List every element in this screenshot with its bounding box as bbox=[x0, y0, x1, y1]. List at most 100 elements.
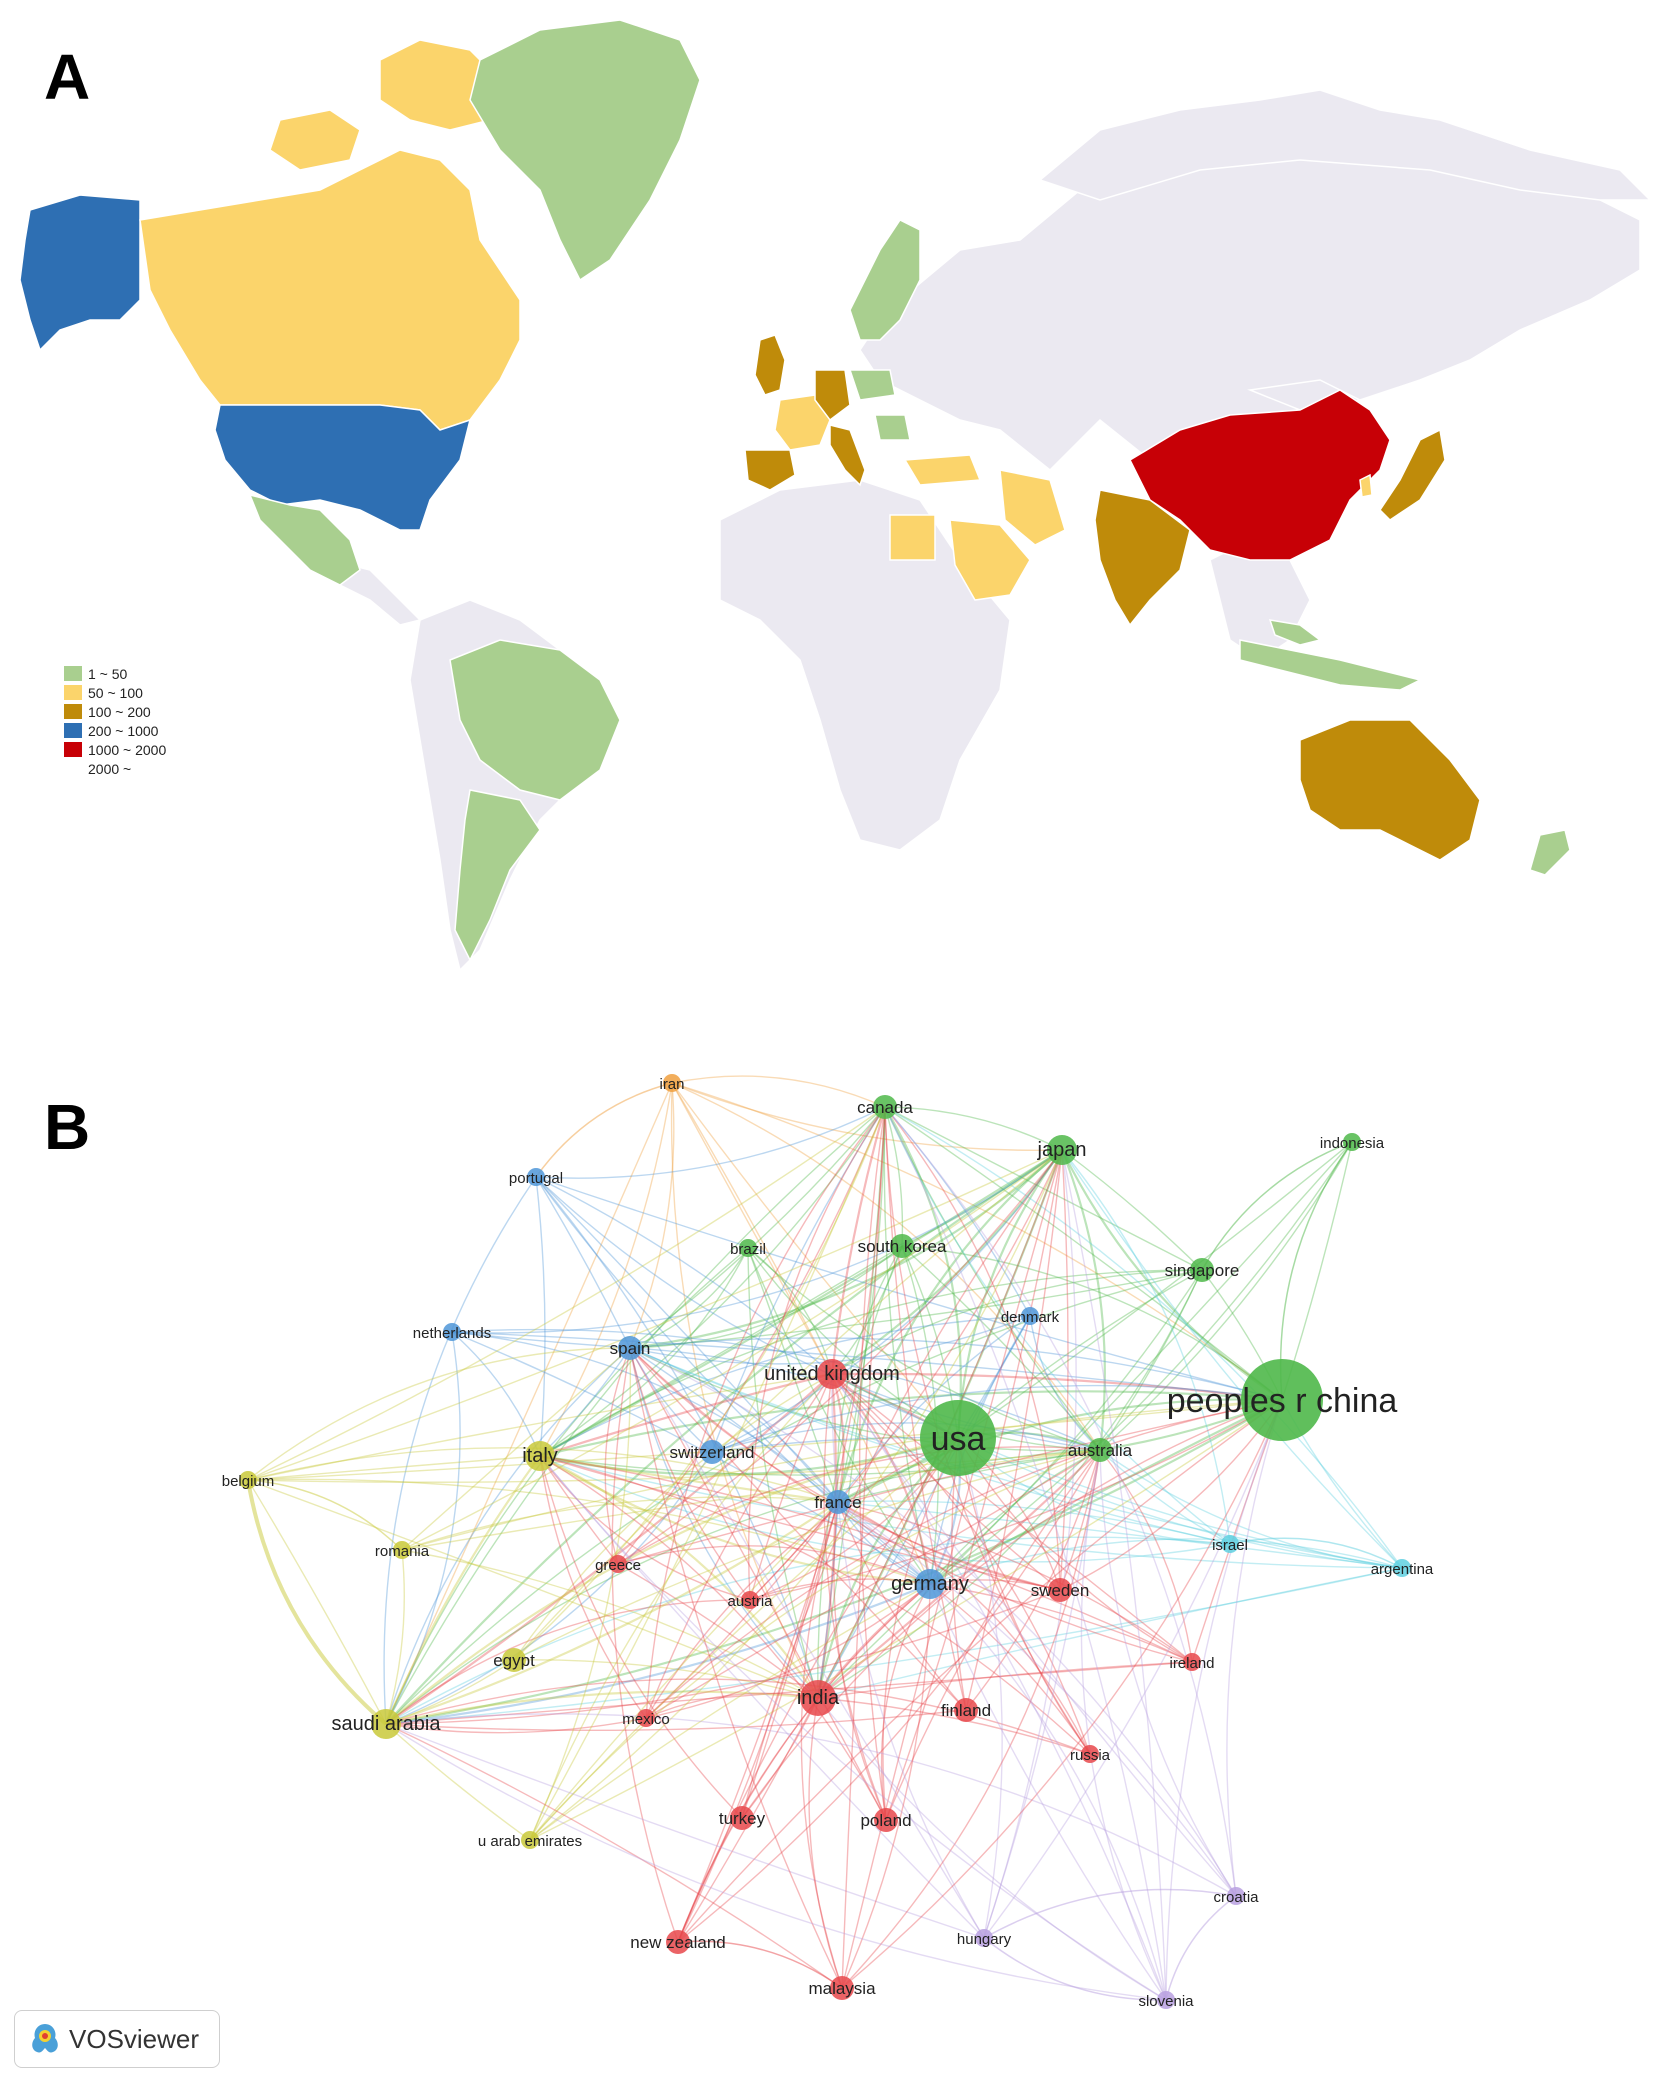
network-edge bbox=[513, 1449, 1101, 1661]
network-edge bbox=[246, 1479, 388, 1726]
network-edge bbox=[670, 1082, 819, 1699]
network-node-usa[interactable] bbox=[920, 1400, 996, 1476]
network-edge bbox=[629, 1347, 967, 1711]
network-node-argentina[interactable] bbox=[1393, 1559, 1411, 1577]
country-mexico bbox=[248, 493, 361, 586]
network-node-malaysia[interactable] bbox=[830, 1976, 854, 2000]
network-edge bbox=[539, 1245, 903, 1457]
network-node-slovenia[interactable] bbox=[1157, 1991, 1175, 2009]
network-edge bbox=[671, 1082, 931, 1585]
network-edge bbox=[1201, 1141, 1353, 1271]
map-legend: 1 ~ 50 50 ~ 100 100 ~ 200 200 ~ 1000 1000 ~ … bbox=[64, 664, 166, 778]
network-node-italy[interactable] bbox=[525, 1441, 555, 1471]
network-edge bbox=[629, 1347, 751, 1601]
network-node-belgium[interactable] bbox=[239, 1471, 257, 1489]
network-node-label: belgium bbox=[222, 1473, 275, 1490]
network-edge bbox=[671, 1082, 959, 1439]
network-edge bbox=[901, 1245, 1283, 1401]
network-edge bbox=[817, 1661, 1193, 1699]
network-node-label: hungary bbox=[957, 1931, 1012, 1948]
network-node-united-kingdom[interactable] bbox=[817, 1359, 847, 1389]
network-node-netherlands[interactable] bbox=[443, 1323, 461, 1341]
network-node-canada[interactable] bbox=[873, 1095, 897, 1119]
legend-row: 200 ~ 1000 bbox=[64, 721, 166, 740]
network-edge bbox=[884, 1106, 1203, 1271]
network-node-saudi-arabia[interactable] bbox=[371, 1709, 401, 1739]
network-node-israel[interactable] bbox=[1221, 1535, 1239, 1553]
network-node-label: croatia bbox=[1213, 1889, 1259, 1906]
legend-row: 1 ~ 50 bbox=[64, 664, 166, 683]
network-node-ireland[interactable] bbox=[1183, 1653, 1201, 1671]
network-edge bbox=[884, 1106, 1167, 2001]
network-node-croatia[interactable] bbox=[1227, 1887, 1245, 1905]
network-edge bbox=[1099, 1449, 1193, 1663]
network-edge bbox=[539, 1372, 833, 1458]
network-node-spain[interactable] bbox=[618, 1336, 642, 1360]
legend-label: 1000 ~ 2000 bbox=[88, 741, 167, 758]
network-edge bbox=[884, 1106, 1283, 1401]
network-node-greece[interactable] bbox=[609, 1555, 627, 1573]
network-edge bbox=[383, 1176, 537, 1725]
network-node-new-zealand[interactable] bbox=[666, 1930, 690, 1954]
legend-row: 1000 ~ 2000 bbox=[64, 740, 166, 759]
network-edge bbox=[749, 1399, 1283, 1601]
network-edge bbox=[884, 1106, 967, 1711]
network-node-australia[interactable] bbox=[1088, 1438, 1112, 1462]
network-node-south-korea[interactable] bbox=[890, 1234, 914, 1258]
network-node-indonesia[interactable] bbox=[1343, 1133, 1361, 1151]
network-node-romania[interactable] bbox=[393, 1541, 411, 1559]
network-edge bbox=[837, 1398, 1283, 1503]
network-node-austria[interactable] bbox=[741, 1591, 759, 1609]
network-node-russia[interactable] bbox=[1081, 1745, 1099, 1763]
network-edge bbox=[617, 1106, 886, 1565]
network-edge bbox=[451, 1328, 1101, 1451]
network-edge bbox=[816, 1437, 959, 1699]
network-edge bbox=[539, 1455, 1061, 1591]
network-edge bbox=[741, 1149, 1063, 1819]
network-edge bbox=[831, 1373, 1193, 1663]
network-edge bbox=[617, 1149, 1063, 1565]
network-node-germany[interactable] bbox=[915, 1569, 945, 1599]
network-edge bbox=[929, 1583, 1167, 2001]
network-node-finland[interactable] bbox=[954, 1698, 978, 1722]
network-node-poland[interactable] bbox=[874, 1808, 898, 1832]
network-node-peoples-r-china[interactable] bbox=[1241, 1359, 1323, 1441]
network-node-label: iran bbox=[659, 1076, 684, 1093]
network-node-portugal[interactable] bbox=[527, 1168, 545, 1186]
network-edge bbox=[957, 1269, 1203, 1439]
network-edge bbox=[401, 1496, 839, 1551]
network-node-label: india bbox=[797, 1687, 840, 1709]
network-edge bbox=[385, 1659, 515, 1725]
network-node-india[interactable] bbox=[800, 1680, 836, 1716]
network-edge bbox=[831, 1373, 1403, 1569]
network-edge bbox=[385, 1589, 1061, 1725]
network-node-brazil[interactable] bbox=[739, 1239, 757, 1257]
network-node-iran[interactable] bbox=[663, 1074, 681, 1092]
network-node-hungary[interactable] bbox=[975, 1929, 993, 1947]
network-node-singapore[interactable] bbox=[1190, 1258, 1214, 1282]
network-node-japan[interactable] bbox=[1047, 1135, 1077, 1165]
network-node-turkey[interactable] bbox=[730, 1806, 754, 1830]
network-node-denmark[interactable] bbox=[1021, 1307, 1039, 1325]
region-north-asia bbox=[1038, 89, 1652, 201]
network-edge bbox=[385, 1690, 819, 1726]
network-edge bbox=[1226, 1399, 1283, 1897]
network-node-mexico[interactable] bbox=[637, 1709, 655, 1727]
network-edge bbox=[385, 1399, 1283, 1726]
network-node-sweden[interactable] bbox=[1048, 1578, 1072, 1602]
network-node-switzerland[interactable] bbox=[700, 1440, 724, 1464]
network-node-france[interactable] bbox=[826, 1490, 850, 1514]
network-node-egypt[interactable] bbox=[502, 1648, 526, 1672]
network-node-u-arab-emirates[interactable] bbox=[521, 1831, 539, 1849]
network-edge bbox=[529, 1437, 959, 1841]
network-edge bbox=[385, 1661, 1193, 1725]
panel-b-letter: B bbox=[44, 1091, 91, 1163]
network-edge bbox=[539, 1082, 673, 1457]
network-edge bbox=[529, 1373, 833, 1841]
network-edge bbox=[247, 1479, 403, 1551]
network-edge bbox=[929, 1583, 1193, 1663]
network-edge bbox=[749, 1501, 839, 1601]
network-edge bbox=[957, 1437, 1091, 1755]
network-edge bbox=[1059, 1449, 1101, 1591]
country-saudi-arabia bbox=[949, 519, 1031, 601]
